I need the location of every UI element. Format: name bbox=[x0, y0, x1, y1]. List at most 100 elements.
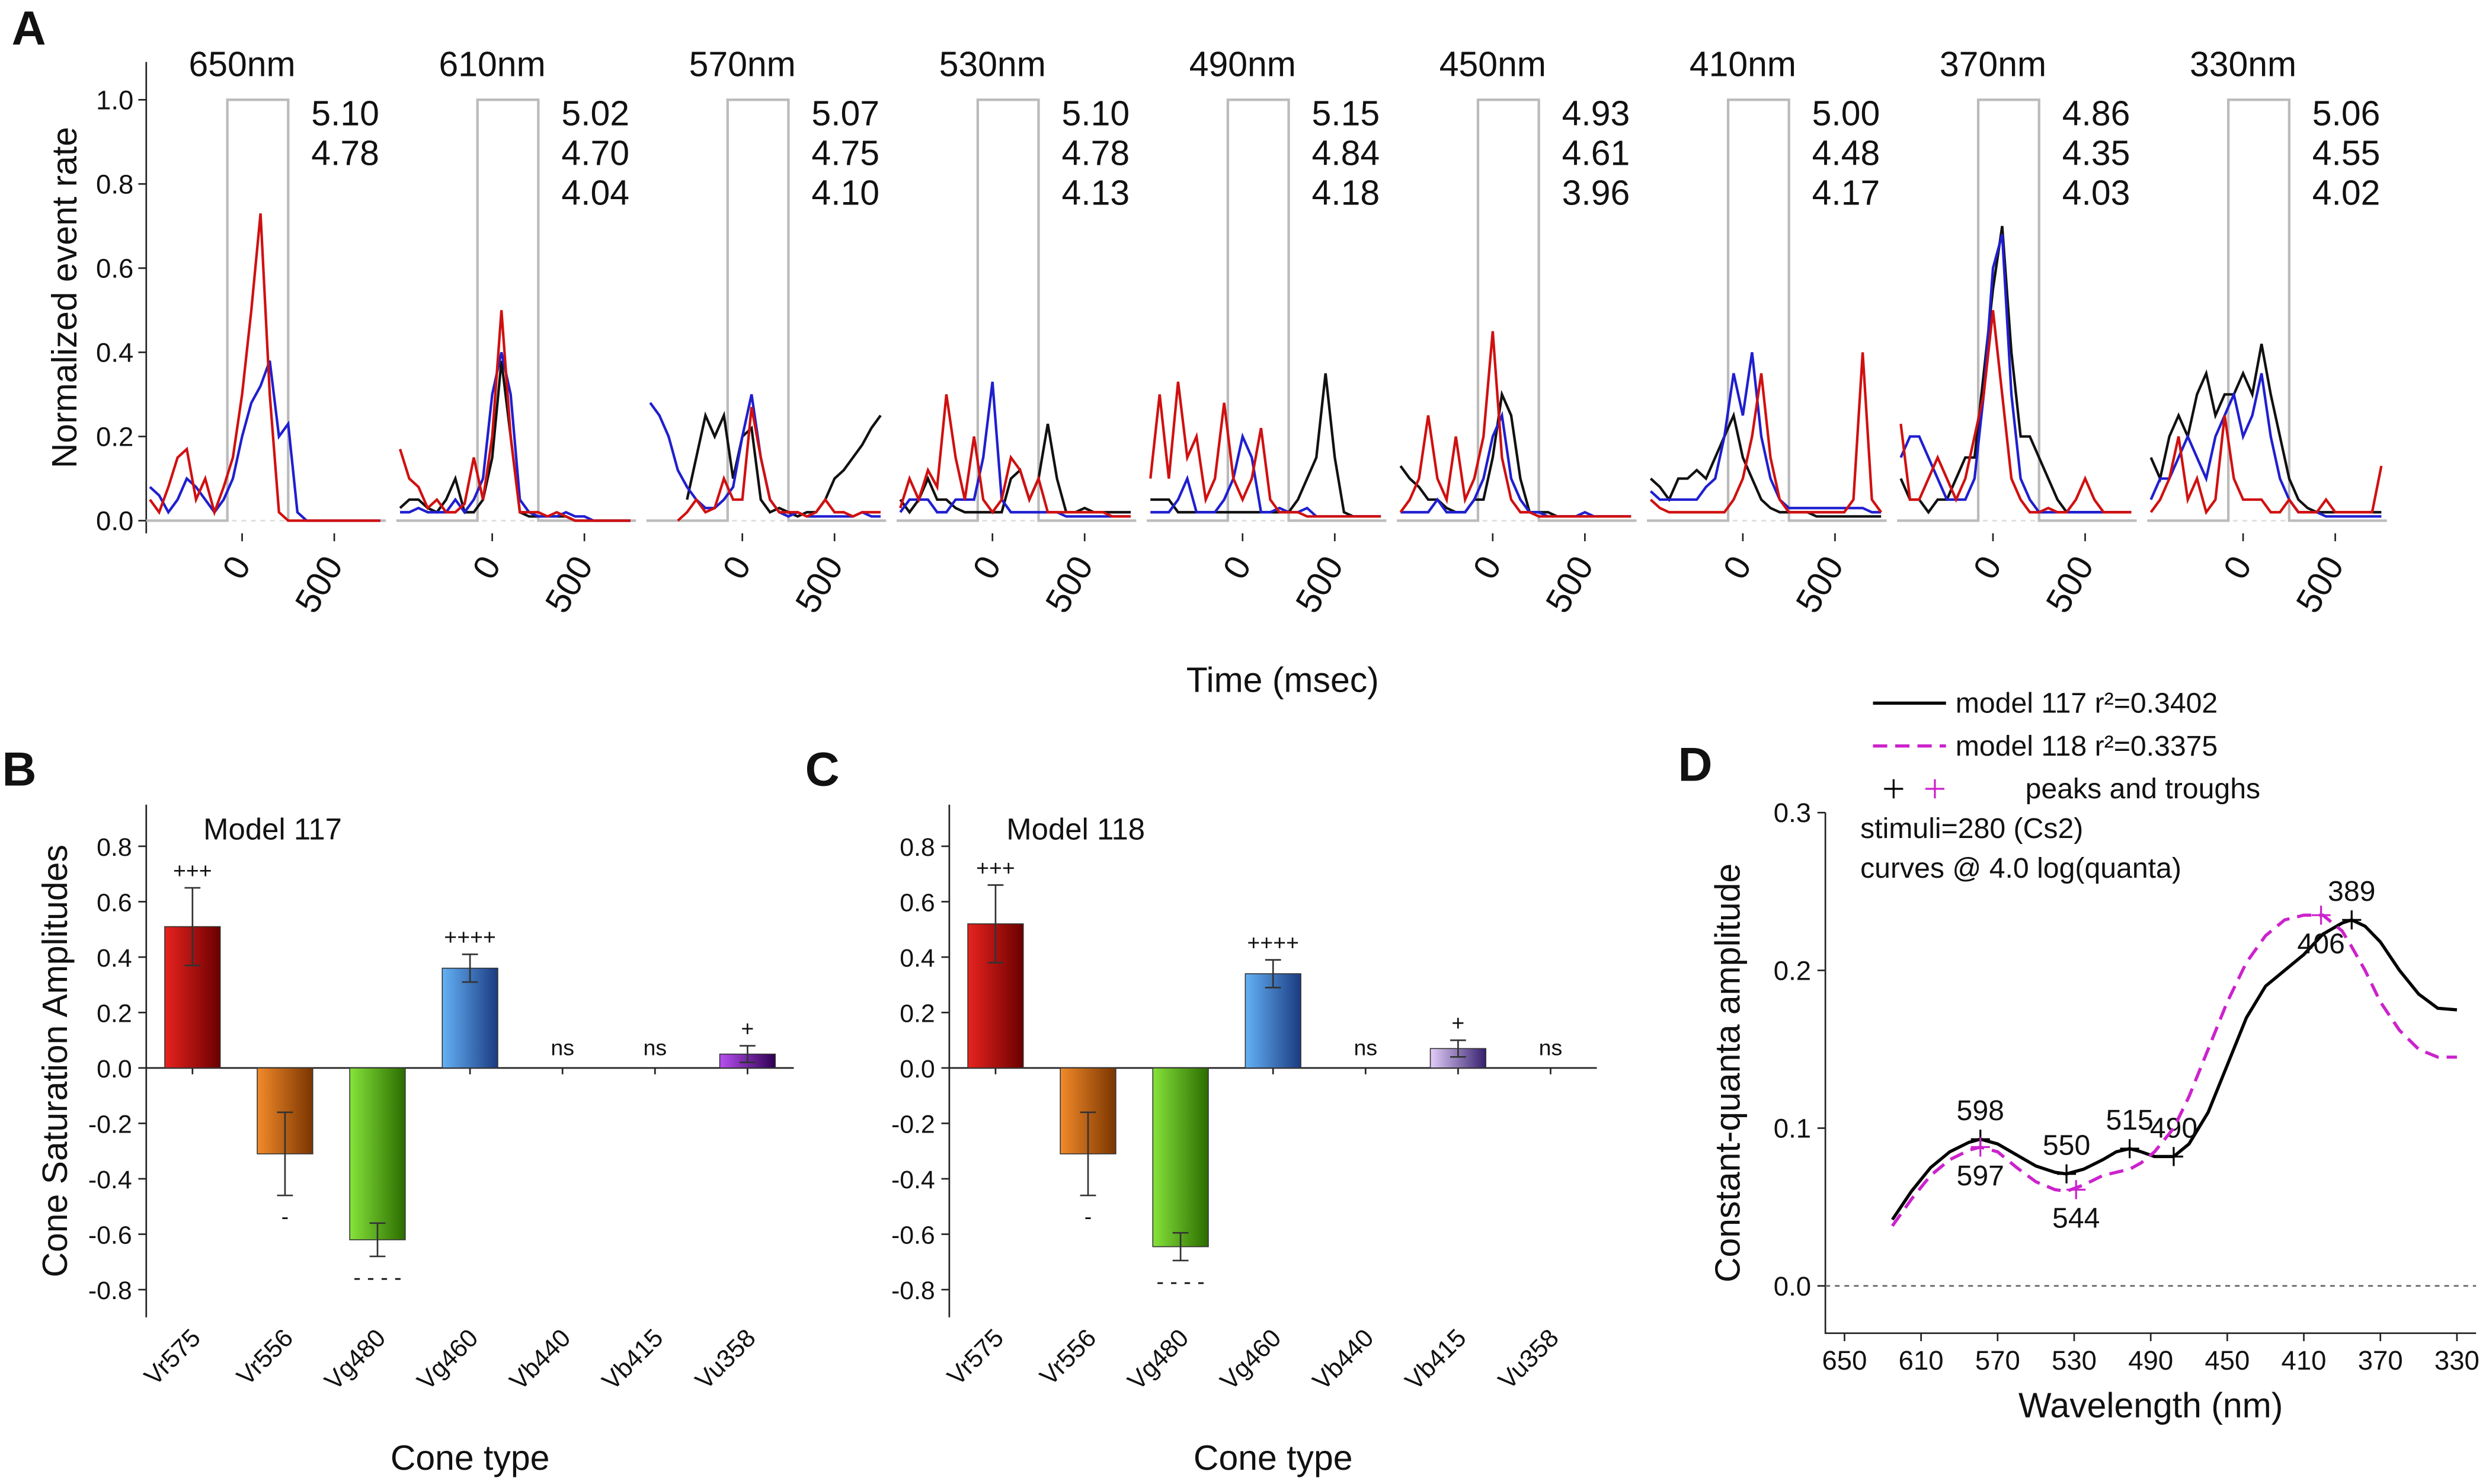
error-bar bbox=[1265, 959, 1281, 989]
trace bbox=[899, 394, 1131, 518]
peak-marker bbox=[2066, 1180, 2086, 1200]
significance-label: ++++ bbox=[444, 925, 496, 949]
panel-title: 490nm bbox=[1189, 46, 1296, 84]
threshold-value: 4.02 bbox=[2312, 174, 2381, 212]
y-tick-label: -0.4 bbox=[891, 1166, 935, 1194]
x-tick-label: 500 bbox=[788, 549, 850, 619]
x-axis-label: Wavelength (nm) bbox=[2018, 1387, 2283, 1425]
y-tick-label: 0.1 bbox=[1774, 1114, 1811, 1144]
y-tick-label: 0.3 bbox=[1774, 798, 1811, 828]
significance-label: ns bbox=[551, 1035, 574, 1060]
threshold-value: 5.10 bbox=[1061, 95, 1130, 133]
trace bbox=[1899, 226, 2132, 514]
x-tick-label: 0 bbox=[2216, 549, 2260, 586]
x-tick-label: 500 bbox=[1538, 549, 1601, 619]
y-tick-label: 0.4 bbox=[900, 944, 935, 973]
spectrum-line bbox=[1890, 918, 2458, 1221]
error-bar bbox=[1450, 1039, 1466, 1058]
significance-label: + bbox=[741, 1016, 754, 1041]
bar bbox=[349, 1067, 406, 1240]
significance-label: ++++ bbox=[1247, 930, 1299, 955]
trace bbox=[1899, 234, 2132, 514]
y-tick-label: 0.0 bbox=[97, 1055, 132, 1083]
x-tick-label: Vg480 bbox=[319, 1323, 392, 1396]
y-tick-label: 0.6 bbox=[900, 889, 935, 917]
y-tick-label: -0.6 bbox=[891, 1221, 935, 1250]
stimulus-trace bbox=[1647, 98, 1887, 522]
y-tick-label: -0.2 bbox=[891, 1111, 935, 1139]
x-tick-label: 500 bbox=[1038, 549, 1100, 619]
x-tick-label: Vr556 bbox=[1035, 1323, 1102, 1391]
trace bbox=[1399, 331, 1631, 518]
y-tick-label: 0.6 bbox=[96, 253, 133, 283]
peak-label: 550 bbox=[2043, 1130, 2090, 1162]
peak-marker bbox=[2342, 910, 2362, 930]
threshold-value: 4.78 bbox=[1061, 135, 1130, 173]
x-tick-label: Vr575 bbox=[139, 1323, 206, 1391]
stimulus-trace bbox=[1147, 98, 1387, 522]
x-tick-label: 450 bbox=[2205, 1345, 2250, 1376]
significance-label: - - - - bbox=[1157, 1269, 1205, 1294]
x-tick-label: 0 bbox=[715, 549, 759, 586]
legend-label: model 118 r²=0.3375 bbox=[1956, 730, 2218, 762]
y-axis-label: Normalized event rate bbox=[46, 127, 84, 468]
x-tick-label: 500 bbox=[1288, 549, 1351, 619]
threshold-value: 4.03 bbox=[2062, 174, 2130, 212]
x-tick-label: 490 bbox=[2128, 1345, 2173, 1376]
threshold-value: 5.06 bbox=[2312, 95, 2381, 133]
threshold-value: 5.10 bbox=[311, 95, 379, 133]
trace bbox=[400, 351, 631, 522]
threshold-value: 4.17 bbox=[1812, 174, 1880, 212]
x-tick-label: 0 bbox=[1466, 549, 1509, 586]
x-tick-label: 530 bbox=[2052, 1345, 2097, 1376]
trace bbox=[677, 407, 881, 522]
threshold-value: 5.02 bbox=[561, 95, 629, 133]
legend-marker bbox=[1925, 779, 1945, 799]
x-tick-label: Vg460 bbox=[1215, 1323, 1287, 1396]
x-tick-label: 0 bbox=[1716, 549, 1759, 586]
significance-label: - - - - bbox=[353, 1265, 401, 1290]
panel-title: 530nm bbox=[939, 46, 1046, 84]
y-tick-label: 0.4 bbox=[97, 944, 132, 973]
x-tick-label: Vb440 bbox=[504, 1323, 577, 1396]
threshold-value: 4.78 bbox=[311, 135, 379, 173]
threshold-value: 4.75 bbox=[811, 135, 879, 173]
y-tick-label: 1.0 bbox=[96, 85, 133, 115]
x-axis-label: Cone type bbox=[1194, 1439, 1353, 1477]
peak-label: 389 bbox=[2328, 875, 2375, 907]
panel-title: 370nm bbox=[1940, 46, 2046, 84]
peak-label: 515 bbox=[2106, 1104, 2153, 1136]
panel-title: 650nm bbox=[188, 46, 295, 84]
y-tick-label: 0.2 bbox=[97, 1000, 132, 1028]
trace bbox=[2149, 415, 2383, 516]
peak-marker bbox=[2164, 1147, 2184, 1166]
trace bbox=[899, 423, 1131, 514]
x-tick-label: 500 bbox=[2039, 549, 2101, 619]
error-bar bbox=[369, 1222, 386, 1258]
peak-marker bbox=[2120, 1139, 2139, 1159]
threshold-value: 4.61 bbox=[1562, 135, 1630, 173]
trace bbox=[1899, 310, 2132, 514]
x-tick-label: Vb440 bbox=[1307, 1323, 1380, 1396]
x-tick-label: Vg460 bbox=[412, 1323, 484, 1396]
axes bbox=[1824, 813, 2477, 1334]
error-bar bbox=[987, 884, 1004, 964]
x-tick-label: 0 bbox=[965, 549, 1009, 586]
peak-marker bbox=[2311, 906, 2331, 925]
significance-label: - bbox=[1084, 1204, 1092, 1229]
threshold-value: 4.93 bbox=[1562, 95, 1630, 133]
threshold-value: 4.18 bbox=[1312, 174, 1380, 212]
trace bbox=[2149, 373, 2382, 518]
x-tick-label: 570 bbox=[1975, 1345, 2020, 1376]
x-tick-label: 500 bbox=[538, 549, 600, 619]
trace bbox=[399, 310, 631, 522]
threshold-value: 4.70 bbox=[561, 135, 629, 173]
x-axis-label: Cone type bbox=[391, 1439, 550, 1477]
bar bbox=[442, 967, 498, 1069]
panel-label: D bbox=[1678, 738, 1713, 792]
x-tick-label: 500 bbox=[288, 549, 350, 619]
x-axis-label: Time (msec) bbox=[1186, 661, 1379, 700]
y-tick-label: -0.6 bbox=[88, 1221, 132, 1250]
